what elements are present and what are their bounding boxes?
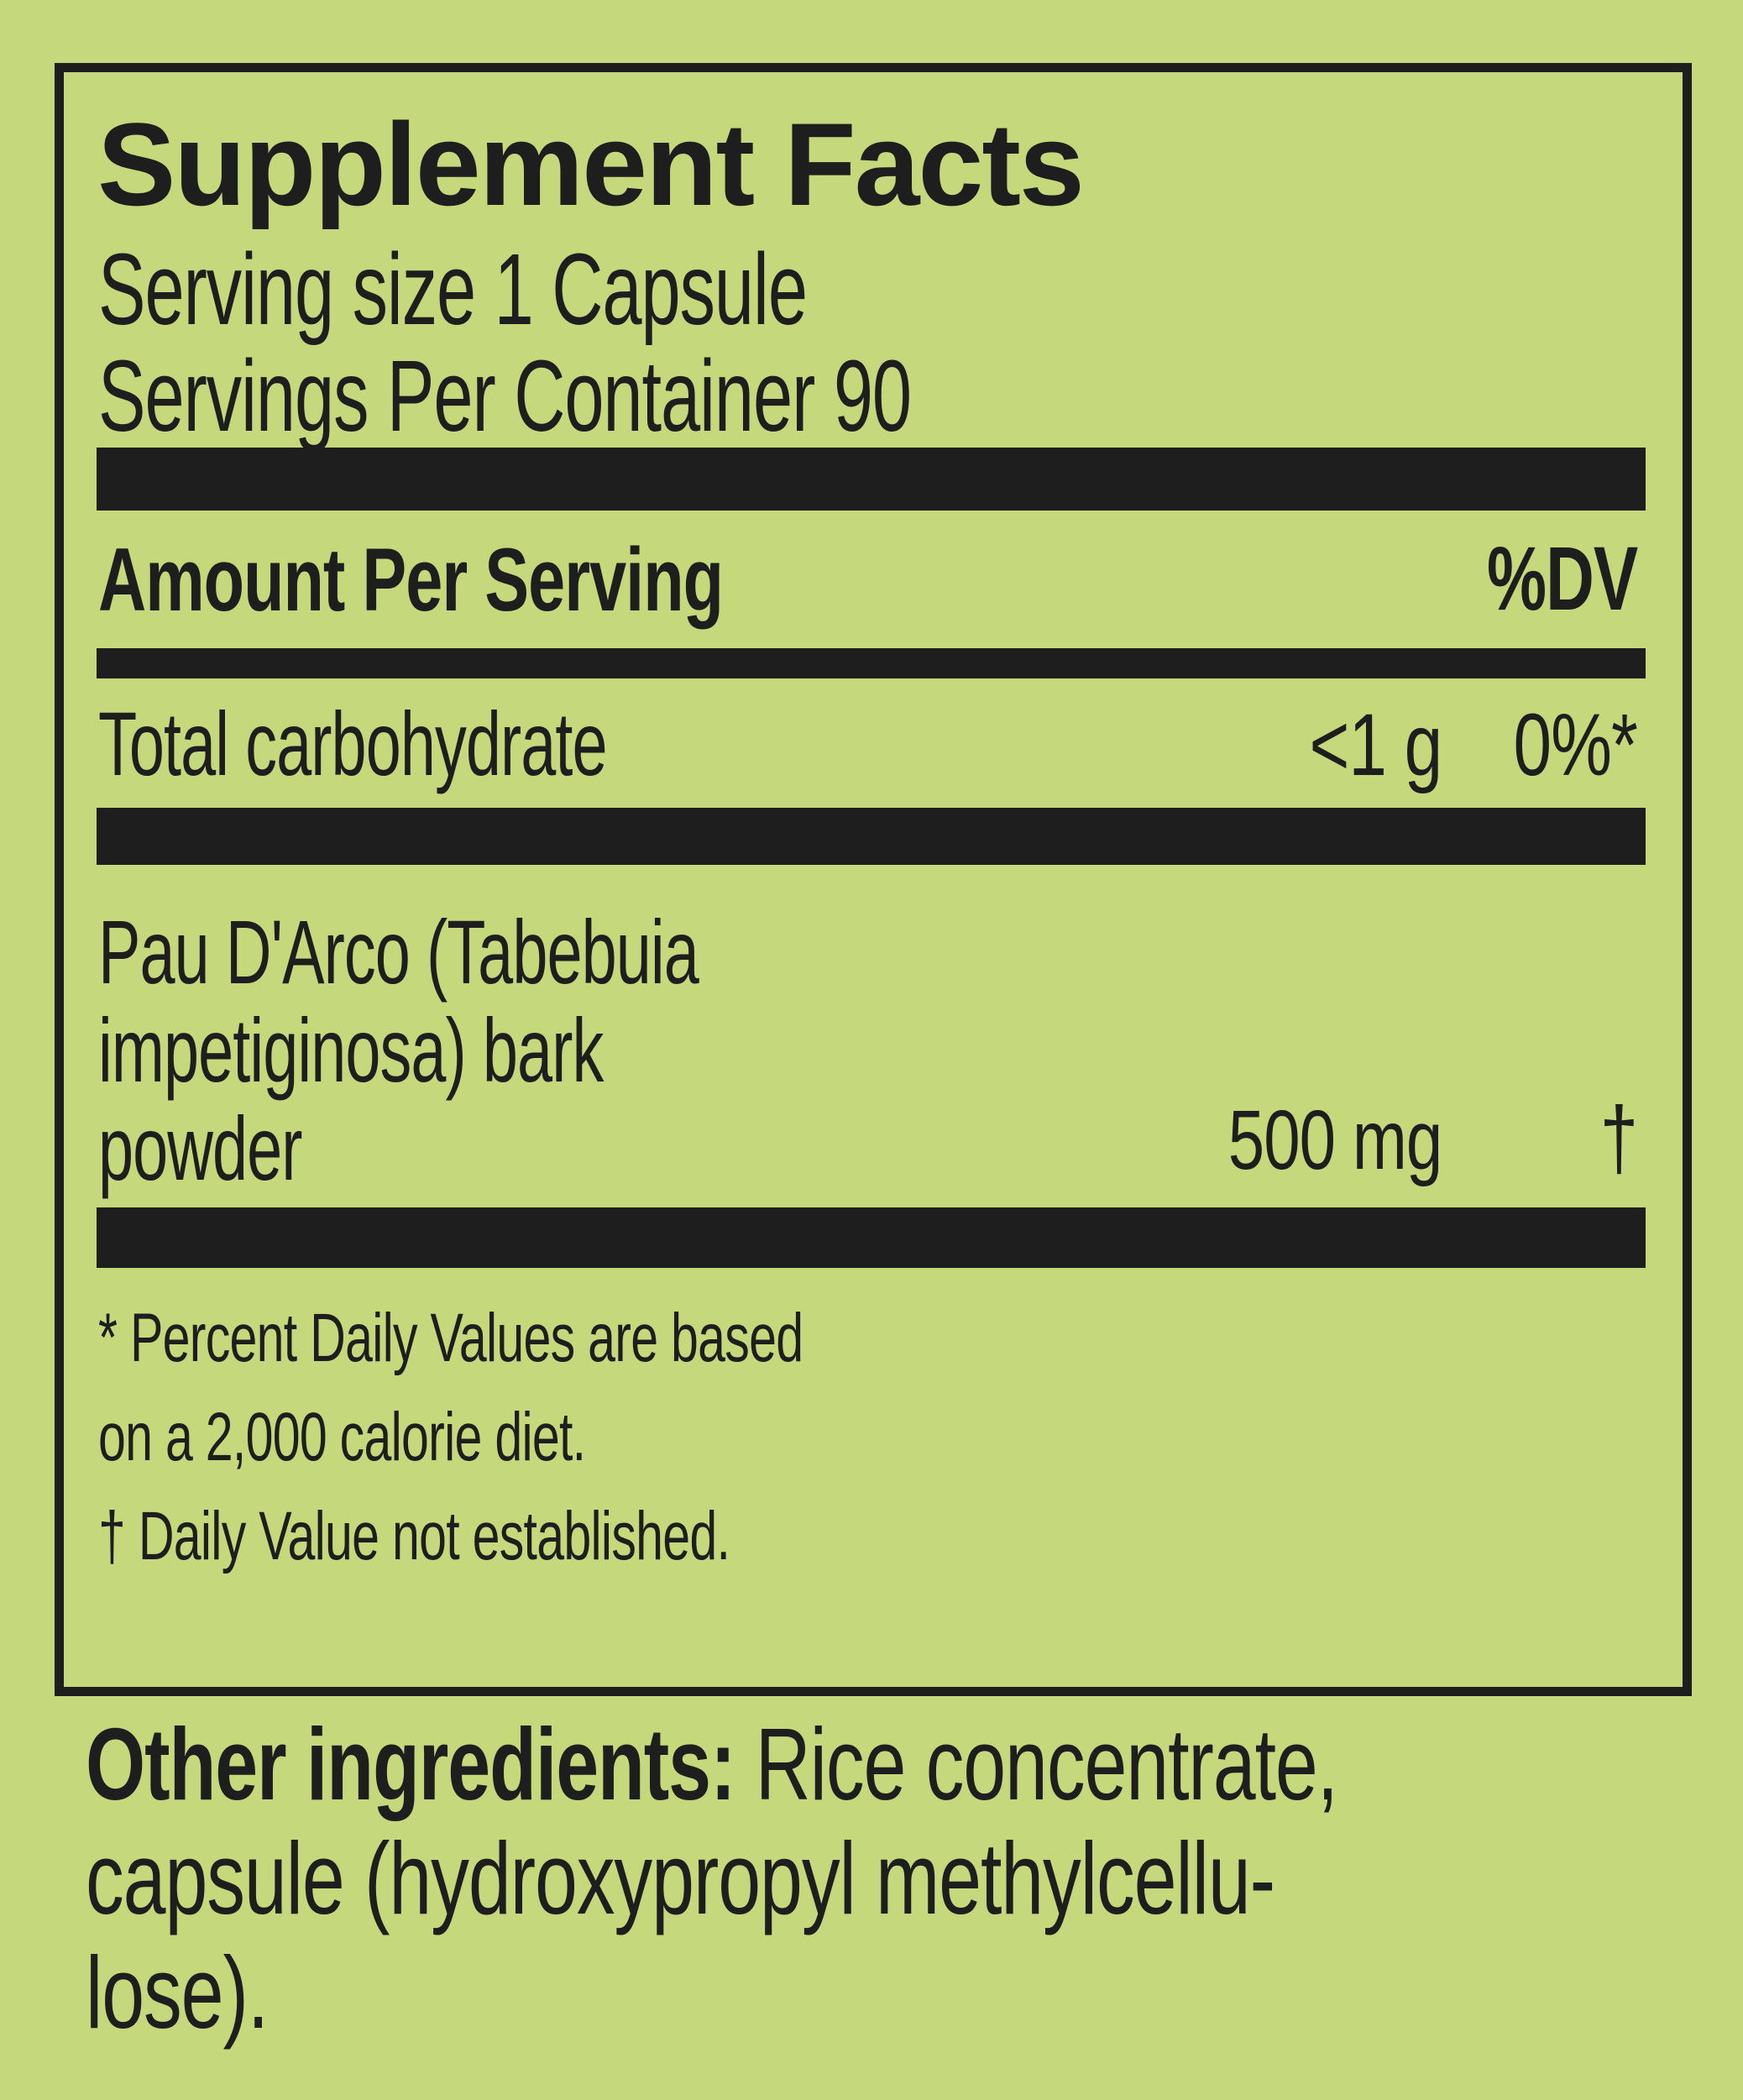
pau-darco-dagger-text: † [1599,1089,1638,1187]
row-total-carbohydrate-amount: <1 g [1272,701,1442,789]
row-pau-darco-amount: 500 mg [1168,1098,1442,1182]
other-ingredients-line-1: Other ingredients: Rice concentrate, [86,1707,1743,1821]
total-carbohydrate-amount-text: <1 g [1309,696,1442,794]
serving-size-line: Serving size 1 Capsule [98,236,1259,343]
row-total-carbohydrate-dv: 0%* [1479,696,1638,794]
facts-box [55,63,1692,1696]
divider-under-header [97,648,1646,678]
serving-info: Serving size 1 Capsule Servings Per Cont… [98,236,1259,449]
row-pau-darco-dv: † [1589,1089,1638,1187]
other-ingredients-line-3-text: lose). [86,1935,269,2050]
footnote-line-3-text: † Daily Value not established. [98,1498,730,1574]
other-ingredients-line-2: capsule (hydroxypropyl methylcellu- [86,1821,1743,1935]
pau-darco-line-3-text: powder [98,1097,302,1199]
footnote-line-3: † Daily Value not established. [98,1487,1077,1586]
footnote-line-1-text: * Percent Daily Values are based [98,1300,803,1376]
servings-per-container-text: Servings Per Container 90 [98,338,912,453]
amount-per-serving-header: Amount Per Serving [98,535,942,625]
serving-size-text: Serving size 1 Capsule [98,232,808,346]
pau-darco-line-1: Pau D'Arco (Tabebuia [98,903,955,1001]
other-ingredients-section: Other ingredients: Rice concentrate, cap… [86,1707,1743,2050]
other-ingredients-line-1-text: Other ingredients: Rice concentrate, [86,1707,1338,1821]
row-pau-darco-name: Pau D'Arco (Tabebuia impetiginosa) bark … [98,903,955,1197]
total-carbohydrate-text: Total carbohydrate [98,693,608,794]
facts-title-text: Supplement Facts [97,98,1085,230]
pau-darco-line-1-text: Pau D'Arco (Tabebuia [98,901,699,1003]
row-total-carbohydrate-name: Total carbohydrate [98,699,824,789]
pau-darco-line-2: impetiginosa) bark [98,1001,955,1099]
other-ingredients-line-2-text: capsule (hydroxypropyl methylcellu- [86,1821,1275,1935]
footnotes: * Percent Daily Values are based on a 2,… [98,1289,1077,1586]
thick-divider-middle [97,808,1646,865]
thick-divider-top [97,448,1646,511]
other-ingredients-rest: Rice concentrate, [735,1707,1338,1821]
pau-darco-line-2-text: impetiginosa) bark [98,999,604,1101]
percent-dv-text: %DV [1486,527,1638,629]
thick-divider-bottom [97,1207,1646,1268]
footnote-line-1: * Percent Daily Values are based [98,1289,1077,1388]
footnote-line-2-text: on a 2,000 calorie diet. [98,1399,586,1475]
pau-darco-line-3: powder [98,1099,955,1197]
other-ingredients-label: Other ingredients: [86,1707,735,1821]
footnote-line-2: on a 2,000 calorie diet. [98,1388,1077,1487]
facts-title: Supplement Facts [97,106,1085,223]
percent-dv-header: %DV [1434,527,1638,629]
other-ingredients-line-3: lose). [86,1935,1743,2050]
amount-per-serving-text: Amount Per Serving [98,529,724,630]
total-carbohydrate-dv-text: 0%* [1513,696,1638,794]
servings-per-container-line: Servings Per Container 90 [98,343,1259,449]
pau-darco-amount-text: 500 mg [1227,1093,1442,1187]
